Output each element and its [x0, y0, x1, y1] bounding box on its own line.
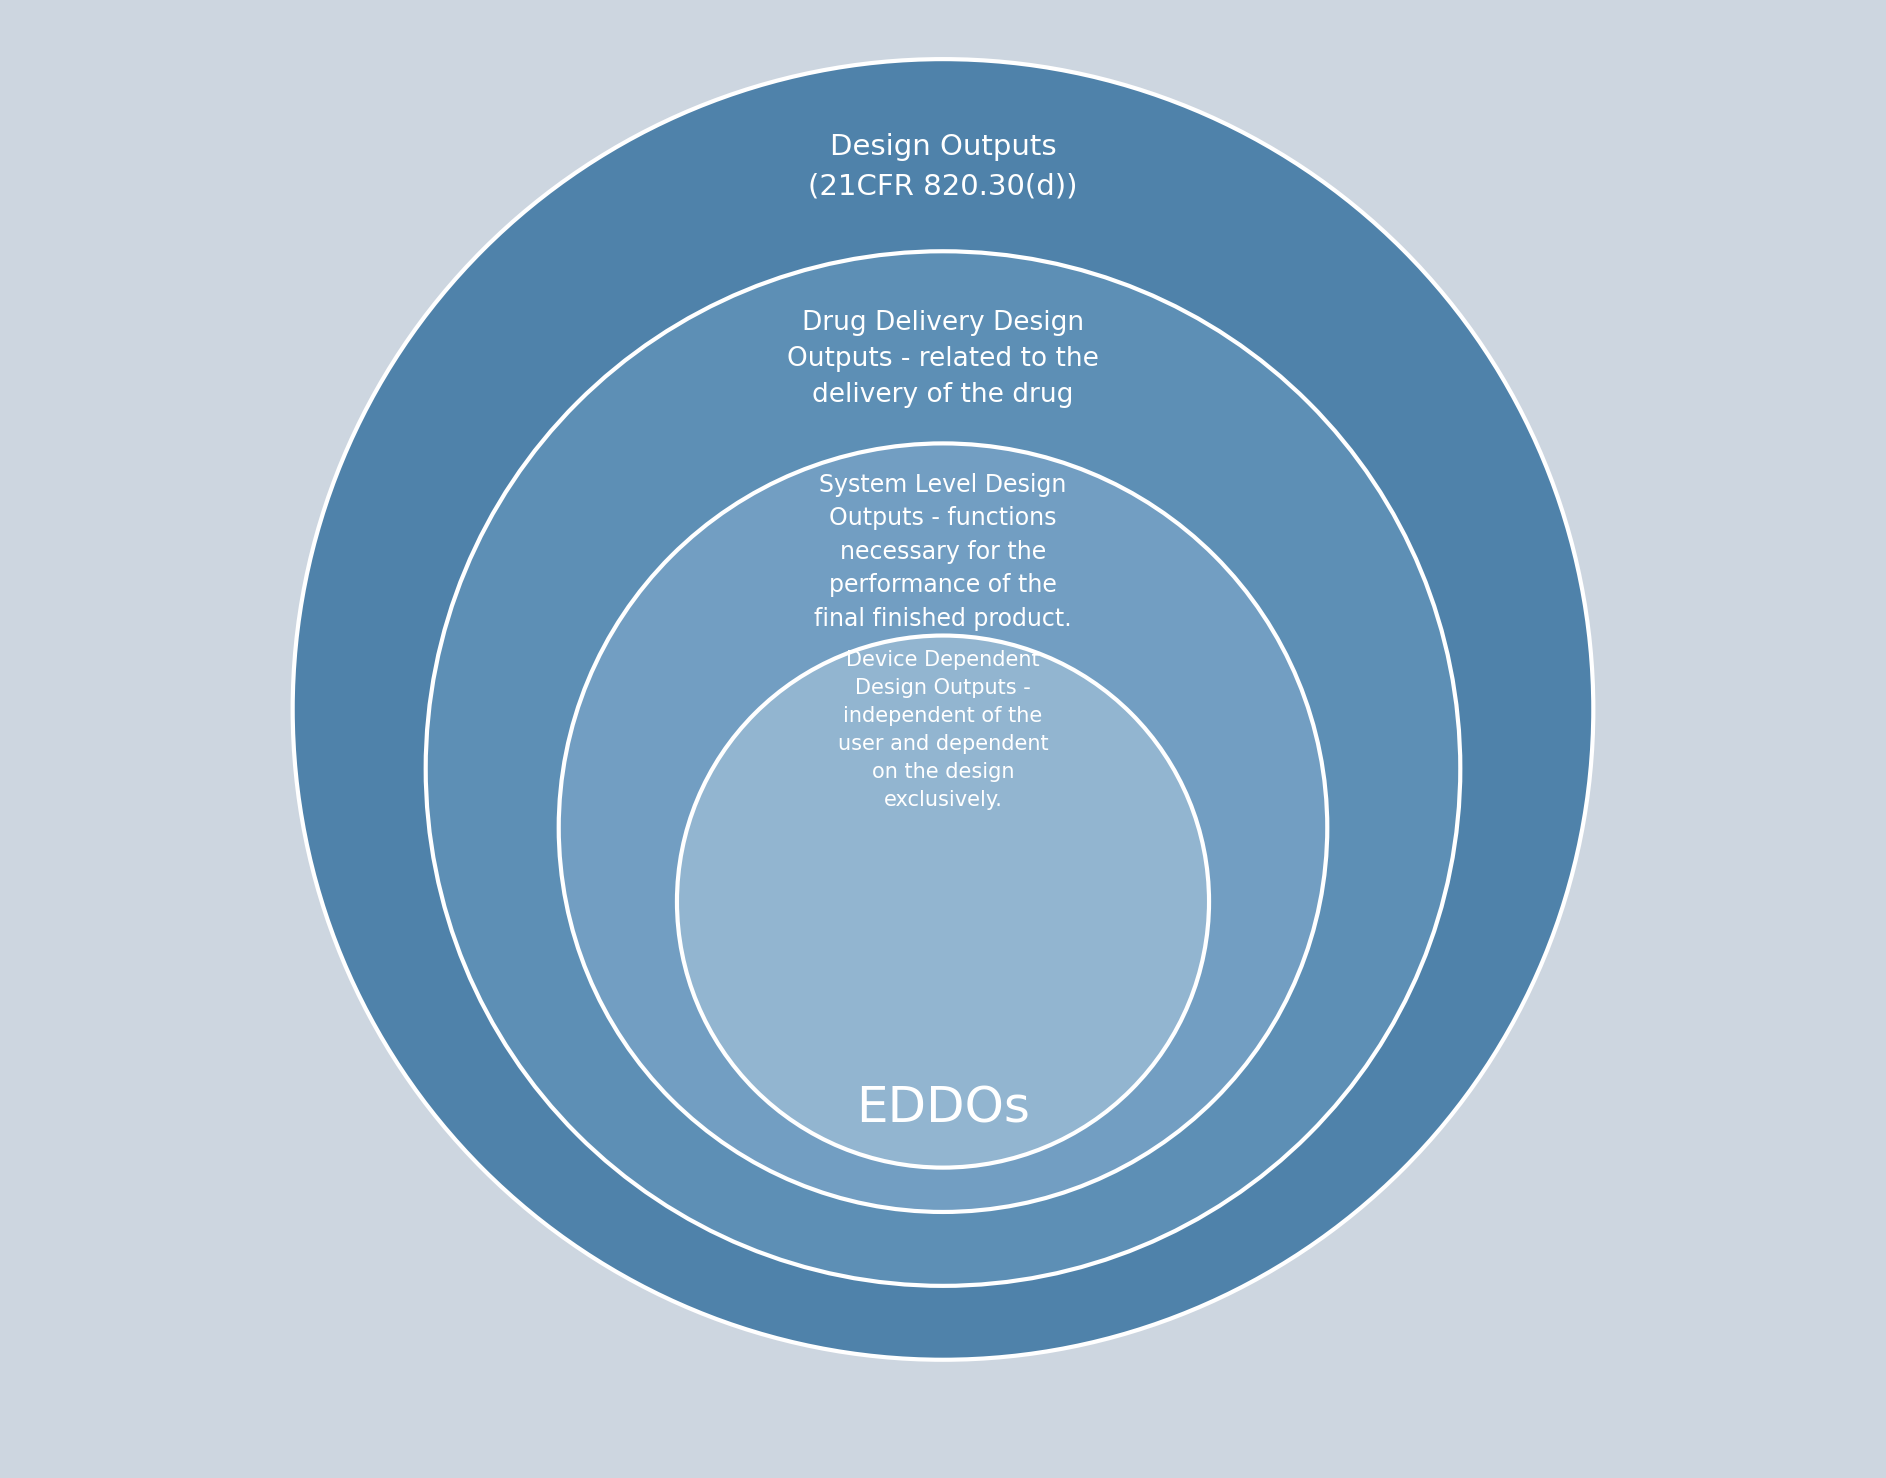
Circle shape	[558, 443, 1328, 1212]
Text: EDDOs: EDDOs	[856, 1085, 1030, 1132]
Text: System Level Design
Outputs - functions
necessary for the
performance of the
fin: System Level Design Outputs - functions …	[815, 473, 1071, 631]
Text: Device Dependent
Design Outputs -
independent of the
user and dependent
on the d: Device Dependent Design Outputs - indepe…	[837, 650, 1049, 810]
Text: Drug Delivery Design
Outputs - related to the
delivery of the drug: Drug Delivery Design Outputs - related t…	[786, 310, 1100, 408]
Circle shape	[677, 636, 1209, 1168]
Circle shape	[292, 59, 1594, 1360]
Circle shape	[426, 251, 1460, 1286]
Text: Design Outputs
(21CFR 820.30(d)): Design Outputs (21CFR 820.30(d))	[809, 133, 1077, 200]
